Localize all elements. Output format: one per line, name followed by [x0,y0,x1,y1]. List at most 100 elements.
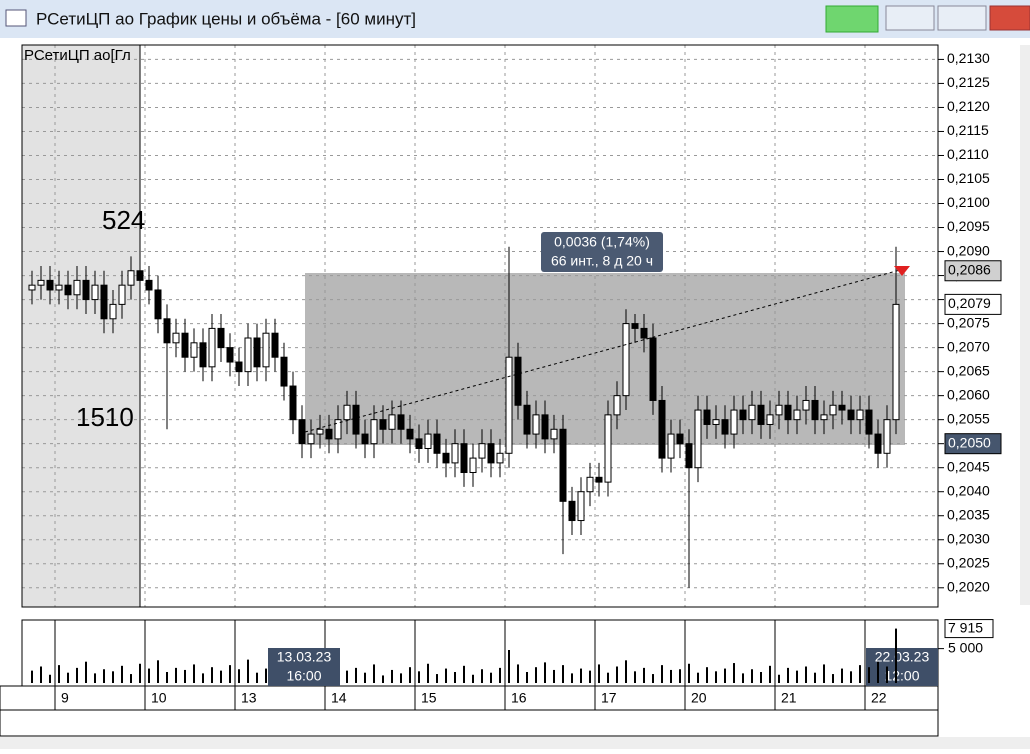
price-label: 0,2050 [948,434,991,450]
x-axis-row [0,685,939,711]
y-tick-label: 0,2075 [947,314,990,330]
candle-body [496,452,504,464]
candle-body [685,443,693,469]
candle-body [460,443,468,474]
maximize-button[interactable] [937,5,987,31]
candle-body [622,323,630,397]
y-tick-label: 0,2045 [947,458,990,474]
x-tick-label: 15 [421,690,437,706]
candle-body [721,419,729,435]
y-tick-label: 0,2120 [947,98,990,114]
candle-body [406,428,414,440]
candle-body [631,323,639,329]
history-area [22,45,140,607]
x-tick-label: 14 [331,690,347,706]
h-scrollbar[interactable] [0,737,1030,749]
price-label: 0,2079 [948,295,991,311]
y-tick-label: 0,2025 [947,554,990,570]
candle-body [91,284,99,301]
candle-body [658,399,666,459]
x-tick-label: 17 [601,690,617,706]
candle-body [874,433,882,454]
app-icon [5,9,27,27]
tooltip-text: 66 инт., 8 д 20 ч [551,253,653,269]
cursor-date: 13.03.23 [277,649,332,665]
profile-label: 524 [102,205,145,235]
x-tick-label: 22 [871,690,887,706]
candle-body [667,433,675,459]
candle-body [505,356,513,454]
candle-body [325,428,333,440]
volume-last-box [944,619,994,639]
volume-tick-label: 5 000 [948,639,983,655]
y-tick-label: 0,2070 [947,338,990,354]
candle-body [541,414,549,440]
candle-body [451,443,459,464]
candle-body [316,428,324,435]
cursor-date: 22.03.23 [875,649,930,665]
close-button[interactable] [989,5,1030,31]
cursor-time: 12:00 [884,668,919,684]
y-tick-label: 0,2055 [947,410,990,426]
candle-body [433,433,441,454]
candle-body [883,419,891,454]
candle-body [676,433,684,445]
candle-body [208,327,216,368]
y-tick-label: 0,2020 [947,578,990,594]
candle-body [550,428,558,440]
candle-body [613,395,621,416]
tooltip [541,232,663,272]
candle-body [712,419,720,425]
candle-body [514,356,522,406]
y-tick-label: 0,2035 [947,506,990,522]
volume-frame [21,619,939,687]
y-tick-label: 0,2040 [947,482,990,498]
candle-body [370,419,378,445]
candle-body [73,279,81,296]
candle-body [838,404,846,411]
y-tick-label: 0,2065 [947,362,990,378]
candle-body [361,433,369,445]
candle-body [640,327,648,339]
x-tick-label: 20 [691,690,707,706]
y-tick-label: 0,2110 [947,146,989,162]
candle-body [235,361,243,373]
tooltip-text: 0,0036 (1,74%) [554,234,650,250]
candle-body [226,347,234,363]
x-tick-label: 9 [61,690,69,706]
y-tick-label: 0,2115 [947,122,989,138]
y-tick-label: 0,2100 [947,194,990,210]
price-label-box [944,293,1002,315]
candle-body [856,409,864,421]
candle-body [757,404,765,425]
y-tick-label: 0,2130 [947,50,990,66]
price-label: 0,2086 [948,261,991,277]
y-tick-label: 0,2030 [947,530,990,546]
candle-body [181,332,189,358]
x-tick-label: 13 [241,690,257,706]
minimize-button[interactable] [885,5,935,31]
v-scrollbar[interactable] [1020,45,1030,605]
candle-body [694,409,702,469]
volume-last-label: 7 915 [948,619,983,635]
candle-body [244,337,252,373]
candle-body [748,404,756,421]
y-tick-label: 0,2060 [947,386,990,402]
candle-body [775,404,783,416]
candle-body [217,327,225,349]
candle-body [811,399,819,421]
candle-body [424,433,432,449]
candle-body [379,419,387,430]
candle-body [766,414,774,425]
candle-body [820,414,828,421]
candle-body [37,279,45,286]
candle-body [127,270,135,286]
candle-body [388,414,396,430]
candle-body [703,409,711,425]
link-button[interactable] [825,5,879,33]
candle-body [46,279,54,291]
candle-body [298,419,306,445]
candle-body [442,452,450,464]
